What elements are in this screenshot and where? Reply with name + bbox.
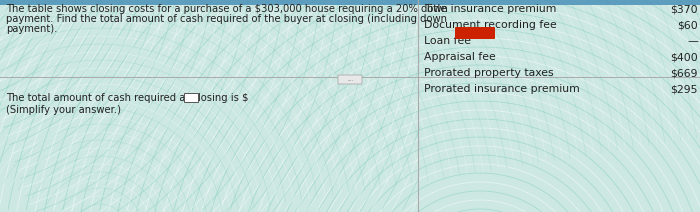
Text: Loan fee: Loan fee (424, 36, 471, 46)
Text: $400: $400 (671, 52, 698, 62)
Text: Document recording fee: Document recording fee (424, 20, 556, 30)
Text: $295: $295 (671, 84, 698, 94)
Text: Prorated property taxes: Prorated property taxes (424, 68, 554, 78)
Bar (0, 0, 700, 5)
Text: (Simplify your answer.): (Simplify your answer.) (6, 105, 121, 115)
Text: $669: $669 (671, 68, 698, 78)
Text: —: — (687, 36, 698, 46)
Text: The table shows closing costs for a purchase of a $303,000 house requiring a 20%: The table shows closing costs for a purc… (6, 4, 448, 14)
Text: The total amount of cash required at closing is $: The total amount of cash required at clo… (6, 93, 248, 103)
Text: payment. Find the total amount of cash required of the buyer at closing (includi: payment. Find the total amount of cash r… (6, 14, 447, 24)
Text: $370: $370 (671, 4, 698, 14)
Text: $60: $60 (678, 20, 698, 30)
FancyBboxPatch shape (183, 93, 198, 102)
FancyBboxPatch shape (455, 27, 495, 39)
Text: payment).: payment). (6, 24, 57, 34)
FancyBboxPatch shape (338, 75, 362, 84)
Text: ....: .... (347, 77, 353, 82)
Text: Appraisal fee: Appraisal fee (424, 52, 496, 62)
Text: Prorated insurance premium: Prorated insurance premium (424, 84, 580, 94)
Text: Title insurance premium: Title insurance premium (424, 4, 556, 14)
